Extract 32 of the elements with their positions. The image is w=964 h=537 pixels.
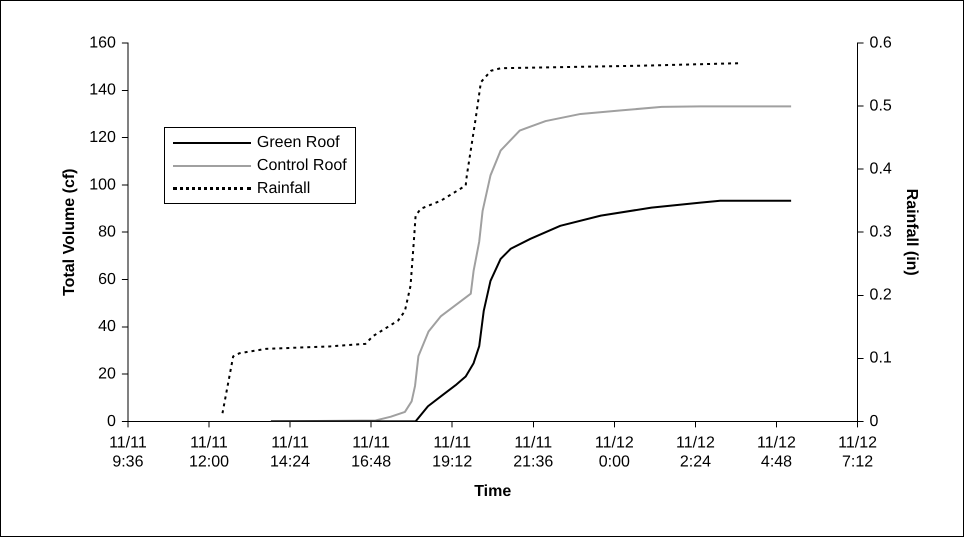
y-tick-label: 20 — [98, 366, 116, 383]
x-tick-label: 11/12 2:24 — [676, 434, 715, 471]
y-tick-label: 140 — [89, 82, 116, 99]
y2-axis-title: Rainfall (in) — [902, 188, 920, 276]
y-tick-label: 60 — [98, 270, 116, 288]
y2-tick-label: 0.6 — [870, 34, 892, 52]
x-tick-label: 11/11 9:36 — [109, 434, 147, 471]
x-tick-label: 11/11 14:24 — [270, 434, 310, 471]
x-tick-label: 11/11 16:48 — [351, 434, 392, 471]
y-tick-label: 80 — [98, 224, 116, 241]
y2-tick-label: 0.2 — [870, 286, 892, 304]
y-tick-label: 100 — [89, 176, 116, 194]
y-tick-label: 40 — [98, 318, 116, 336]
y-axis-title: Total Volume (cf) — [61, 168, 78, 296]
x-axis-title: Time — [474, 482, 512, 500]
x-tick-label: 11/12 7:12 — [838, 434, 878, 471]
x-tick-label: 11/11 12:00 — [188, 434, 230, 471]
x-tick-label: 11/11 21:36 — [513, 434, 554, 471]
x-tick-label: 11/12 4:48 — [757, 434, 796, 471]
x-tick-label: 11/11 19:12 — [432, 434, 472, 471]
legend-label: Control Roof — [256, 156, 347, 174]
y2-tick-label: 0.3 — [870, 224, 892, 241]
x-tick-label: 11/12 0:00 — [594, 434, 634, 471]
y-tick-label: 160 — [89, 34, 116, 52]
y2-tick-label: 0.1 — [870, 350, 892, 367]
legend-label: Rainfall — [256, 180, 310, 198]
y-tick-label: 120 — [89, 129, 116, 146]
y2-tick-label: 0.5 — [870, 97, 892, 114]
y2-tick-label: 0.4 — [870, 160, 892, 178]
y2-tick-label: 0 — [870, 412, 879, 430]
legend-label: Green Roof — [256, 134, 340, 152]
y-tick-label: 0 — [106, 412, 116, 430]
